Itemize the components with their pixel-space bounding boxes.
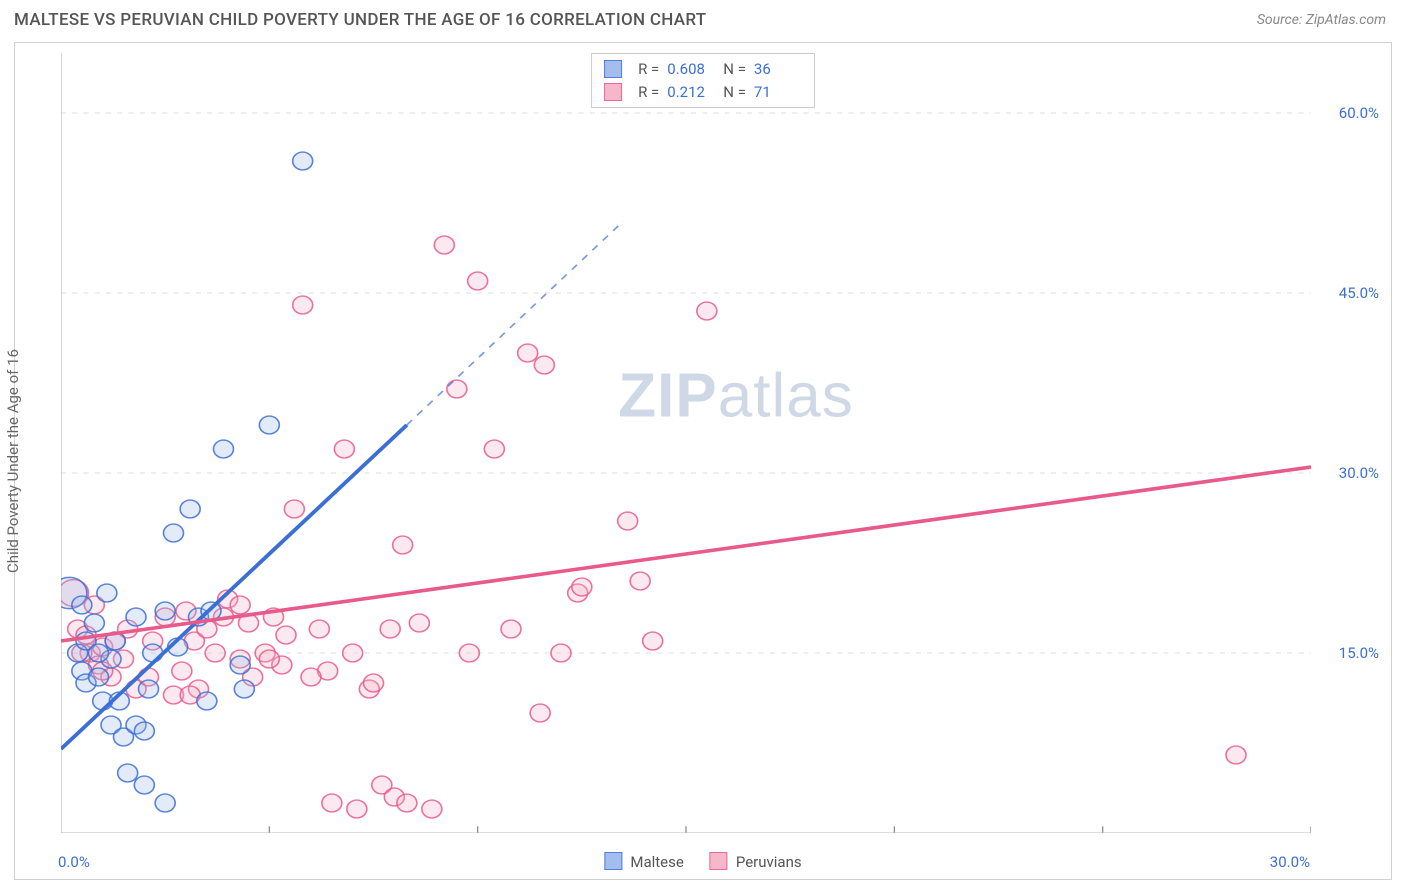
source-credit: Source: ZipAtlas.com [1257,12,1386,28]
peruvians-legend-swatch-icon [710,852,728,870]
chart-container: Child Poverty Under the Age of 16 ZIPatl… [14,42,1392,880]
maltese-swatch-icon [604,60,622,78]
stats-row-maltese: R = 0.608 N = 36 [604,58,802,81]
y-tick-label: 60.0% [1339,104,1379,122]
peruvians-swatch-icon [604,83,622,101]
scatter-svg [61,53,1311,833]
chart-title: MALTESE VS PERUVIAN CHILD POVERTY UNDER … [14,10,706,30]
x-tick-label: 30.0% [1270,853,1310,871]
y-tick-label: 30.0% [1339,464,1379,482]
correlation-stats-box: R = 0.608 N = 36 R = 0.212 N = 71 [591,53,815,108]
legend-item-maltese: Maltese [604,852,683,871]
stats-row-peruvians: R = 0.212 N = 71 [604,81,802,104]
y-axis-label: Child Poverty Under the Age of 16 [4,349,22,573]
legend-item-peruvians: Peruvians [710,852,802,871]
y-tick-label: 45.0% [1339,284,1379,302]
y-tick-label: 15.0% [1339,644,1379,662]
maltese-r-value: 0.608 [667,58,715,81]
x-tick-label: 0.0% [58,853,90,871]
plot-area: ZIPatlas [61,53,1311,833]
header-bar: MALTESE VS PERUVIAN CHILD POVERTY UNDER … [0,0,1406,36]
peruvians-r-value: 0.212 [667,81,715,104]
peruvians-n-value: 71 [754,81,802,104]
maltese-n-value: 36 [754,58,802,81]
legend: Maltese Peruvians [604,852,801,871]
maltese-legend-swatch-icon [604,852,622,870]
